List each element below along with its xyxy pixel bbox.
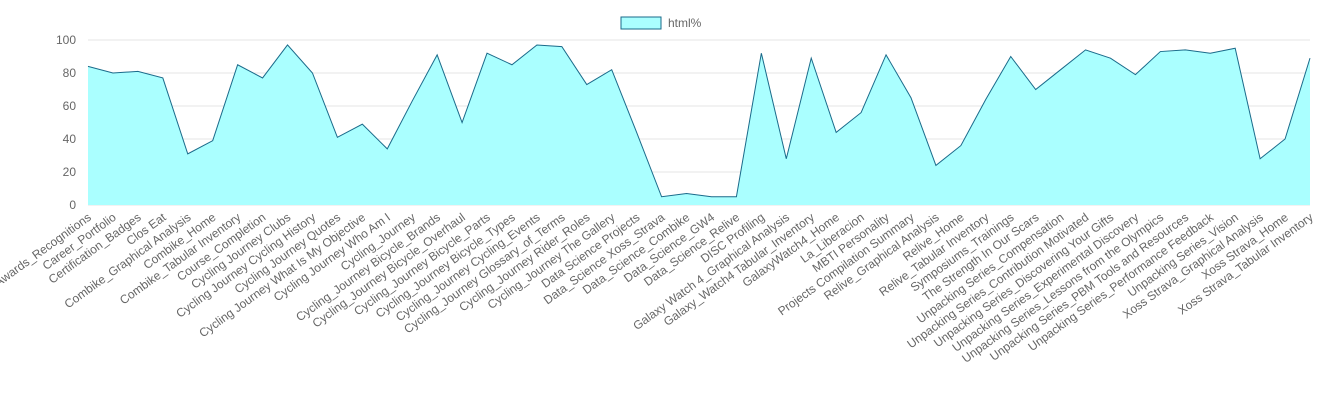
y-tick-label: 80	[63, 66, 77, 80]
data-point[interactable]	[1208, 51, 1213, 56]
data-point[interactable]	[210, 138, 215, 143]
series-line	[87, 44, 1311, 198]
y-tick-label: 40	[63, 132, 77, 146]
data-point[interactable]	[185, 151, 190, 156]
data-point[interactable]	[410, 99, 415, 104]
data-point[interactable]	[784, 156, 789, 161]
data-point[interactable]	[285, 42, 290, 47]
data-point[interactable]	[1258, 156, 1263, 161]
data-point[interactable]	[1033, 87, 1038, 92]
series-area-layer	[86, 42, 1313, 206]
data-point[interactable]	[86, 64, 91, 69]
x-tick-labels: Awards_RecognitionsCareer_PortfolioCerti…	[0, 210, 1316, 366]
data-point[interactable]	[460, 120, 465, 125]
data-point[interactable]	[659, 194, 664, 199]
y-tick-label: 20	[63, 165, 77, 179]
legend-label[interactable]: html%	[668, 16, 702, 30]
data-point[interactable]	[235, 62, 240, 67]
data-point[interactable]	[160, 75, 165, 80]
data-point[interactable]	[983, 97, 988, 102]
data-point[interactable]	[1008, 54, 1013, 59]
data-point[interactable]	[759, 51, 764, 56]
data-point[interactable]	[584, 82, 589, 87]
data-point[interactable]	[1233, 46, 1238, 51]
data-point[interactable]	[1058, 67, 1063, 72]
data-point[interactable]	[310, 71, 315, 76]
data-point[interactable]	[534, 42, 539, 47]
data-point[interactable]	[1083, 47, 1088, 52]
data-point[interactable]	[485, 51, 490, 56]
data-point[interactable]	[559, 44, 564, 49]
data-point[interactable]	[958, 143, 963, 148]
data-point[interactable]	[1108, 56, 1113, 61]
data-point[interactable]	[110, 71, 115, 76]
data-point[interactable]	[260, 75, 265, 80]
data-point[interactable]	[1283, 137, 1288, 142]
y-tick-labels: 0 20 40 60 80 100	[56, 33, 76, 212]
data-point[interactable]	[135, 69, 140, 74]
data-point[interactable]	[1183, 47, 1188, 52]
data-point[interactable]	[509, 62, 514, 67]
y-tick-label: 60	[63, 99, 77, 113]
data-point[interactable]	[360, 122, 365, 127]
data-point[interactable]	[335, 135, 340, 140]
data-point[interactable]	[609, 67, 614, 72]
data-point[interactable]	[809, 56, 814, 61]
data-point[interactable]	[709, 194, 714, 199]
y-tick-label: 0	[69, 198, 76, 212]
series-area-fill	[88, 44, 1310, 206]
data-point[interactable]	[435, 52, 440, 57]
data-point[interactable]	[834, 130, 839, 135]
data-point[interactable]	[1308, 56, 1313, 61]
data-point[interactable]	[385, 146, 390, 151]
data-point[interactable]	[1158, 49, 1163, 54]
data-point[interactable]	[908, 95, 913, 100]
legend-swatch[interactable]	[620, 16, 662, 30]
data-point[interactable]	[859, 110, 864, 115]
data-point[interactable]	[634, 130, 639, 135]
data-point[interactable]	[933, 163, 938, 168]
data-point[interactable]	[684, 191, 689, 196]
y-tick-label: 100	[56, 33, 76, 47]
data-point[interactable]	[1133, 72, 1138, 77]
data-point[interactable]	[734, 194, 739, 199]
data-point[interactable]	[884, 52, 889, 57]
legend[interactable]: html%	[620, 16, 702, 30]
